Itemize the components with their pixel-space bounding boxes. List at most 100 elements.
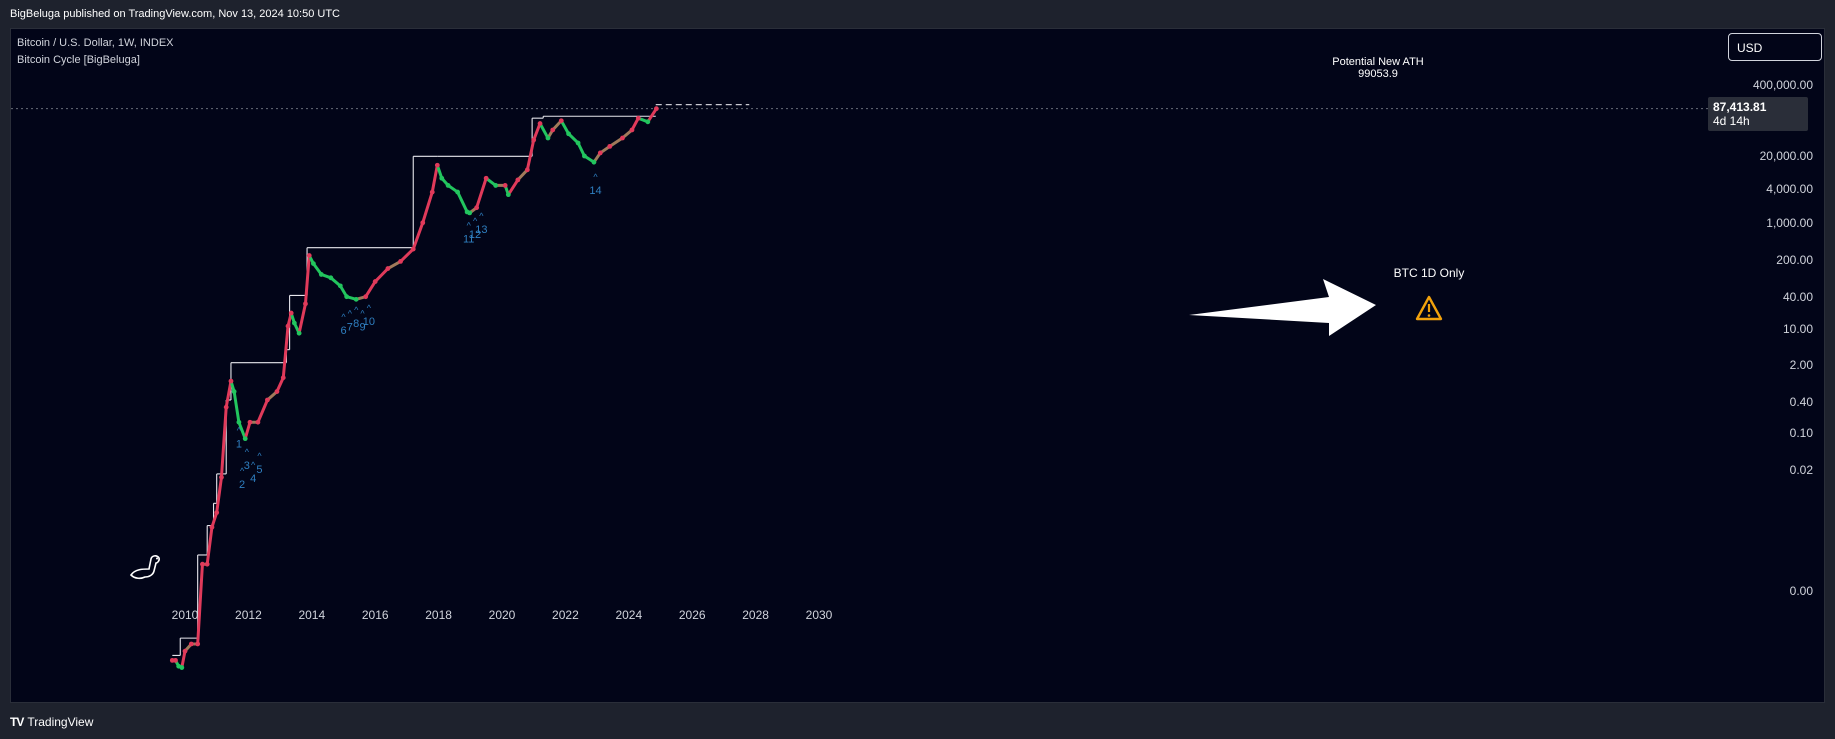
price-point — [344, 294, 350, 300]
y-tick-label: 10.00 — [1783, 322, 1813, 336]
price-point — [607, 143, 613, 149]
price-point — [179, 665, 185, 670]
price-point — [420, 220, 426, 226]
price-point — [200, 561, 205, 567]
price-segment — [232, 390, 241, 424]
y-tick-label: 40.00 — [1783, 290, 1813, 304]
price-point — [483, 175, 489, 181]
price-segment — [411, 221, 425, 251]
x-tick-label: 2028 — [742, 608, 769, 622]
price-point — [467, 210, 473, 216]
cycle-marker-label: 9 — [359, 321, 365, 333]
indicator-title[interactable]: Bitcoin Cycle [BigBeluga] — [17, 54, 140, 66]
price-point — [524, 167, 530, 173]
price-segment — [297, 302, 307, 335]
logo-mascot-icon — [129, 555, 160, 580]
cycle-marker-caret: ^ — [593, 172, 598, 182]
price-point — [173, 657, 178, 663]
price-point — [537, 121, 543, 126]
price-segment — [399, 247, 415, 263]
price-point — [474, 205, 480, 211]
cycle-marker-label: 10 — [363, 316, 375, 328]
cycle-marker-label: 8 — [353, 318, 359, 330]
currency-selector[interactable]: USD — [1728, 33, 1822, 61]
price-point — [558, 118, 564, 124]
price-point — [531, 137, 537, 143]
brand-name: TradingView — [27, 715, 94, 729]
price-point — [620, 135, 625, 141]
cycle-marker-label: 3 — [244, 460, 250, 472]
cycle-marker-label: 5 — [256, 464, 262, 476]
price-segment — [256, 398, 269, 424]
price-point — [591, 159, 597, 165]
chart-area[interactable]: Bitcoin / U.S. Dollar, 1W, INDEX Bitcoin… — [10, 28, 1825, 703]
price-point — [439, 175, 445, 181]
cycle-marker-label: 13 — [475, 224, 487, 236]
price-point — [204, 561, 210, 567]
price-point — [429, 189, 435, 195]
price-segment — [421, 190, 434, 225]
y-tick-label: 4,000.00 — [1766, 182, 1813, 196]
price-segment — [281, 324, 290, 380]
price-segment — [196, 562, 204, 646]
publish-info: BigBeluga published on TradingView.com, … — [10, 8, 341, 20]
price-point — [182, 648, 188, 654]
price-point — [296, 330, 302, 336]
price-segment — [386, 259, 403, 271]
tradingview-logo-icon: TV — [10, 715, 24, 729]
price-segment — [243, 420, 252, 441]
symbol-title[interactable]: Bitcoin / U.S. Dollar, 1W, INDEX — [17, 37, 174, 49]
price-point — [645, 119, 651, 125]
price-segment — [210, 511, 219, 529]
x-tick-label: 2010 — [172, 608, 199, 622]
tradingview-brand[interactable]: TV TradingView — [10, 715, 93, 729]
price-point — [502, 183, 508, 188]
price-point — [328, 275, 334, 281]
x-tick-label: 2012 — [235, 608, 262, 622]
price-segment — [219, 405, 228, 479]
price-segment — [364, 280, 377, 299]
price-point — [550, 127, 556, 133]
price-segment — [303, 254, 311, 306]
note-label: BTC 1D Only — [1394, 266, 1465, 280]
price-segment — [373, 267, 390, 284]
price-point — [310, 261, 316, 267]
price-segment — [525, 138, 536, 172]
x-tick-label: 2020 — [489, 608, 516, 622]
price-point — [274, 389, 280, 394]
price-point — [337, 283, 343, 289]
y-tick-label: 2.00 — [1790, 358, 1814, 372]
cycle-marker-caret: ^ — [360, 308, 365, 318]
y-tick-label: 0.02 — [1790, 463, 1814, 477]
top-bar: BigBeluga published on TradingView.com, … — [0, 0, 1835, 28]
x-tick-label: 2030 — [806, 608, 833, 622]
price-point — [505, 192, 511, 198]
price-segment — [608, 136, 624, 148]
footer-bar: TV TradingView — [0, 703, 1835, 739]
price-point — [629, 127, 635, 133]
price-point — [363, 294, 369, 300]
price-point — [223, 404, 229, 410]
x-tick-label: 2026 — [679, 608, 706, 622]
price-segment — [237, 420, 247, 441]
price-point — [635, 115, 641, 121]
y-tick-label: 0.10 — [1790, 426, 1814, 440]
price-point — [188, 641, 194, 647]
price-point — [228, 378, 234, 384]
cycle-marker-label: 2 — [239, 479, 245, 491]
x-tick-label: 2018 — [425, 608, 452, 622]
x-tick-label: 2024 — [615, 608, 642, 622]
cycle-marker-label: 4 — [250, 473, 256, 485]
price-point — [372, 279, 378, 284]
price-chart[interactable]: ^1^2^3 ^4^5^6^7^8^9^10^11^12^13^14 400,00… — [11, 29, 1826, 704]
cycle-marker-caret: ^ — [348, 308, 353, 318]
y-tick-label: 0.00 — [1790, 584, 1814, 598]
price-point — [582, 153, 587, 159]
price-point — [515, 177, 521, 183]
price-point — [247, 419, 253, 425]
cycle-marker-label: 1 — [236, 439, 242, 451]
price-point — [265, 397, 270, 403]
price-point — [566, 131, 571, 137]
cycle-marker-label: 12 — [469, 229, 481, 241]
price-segment — [506, 178, 520, 197]
